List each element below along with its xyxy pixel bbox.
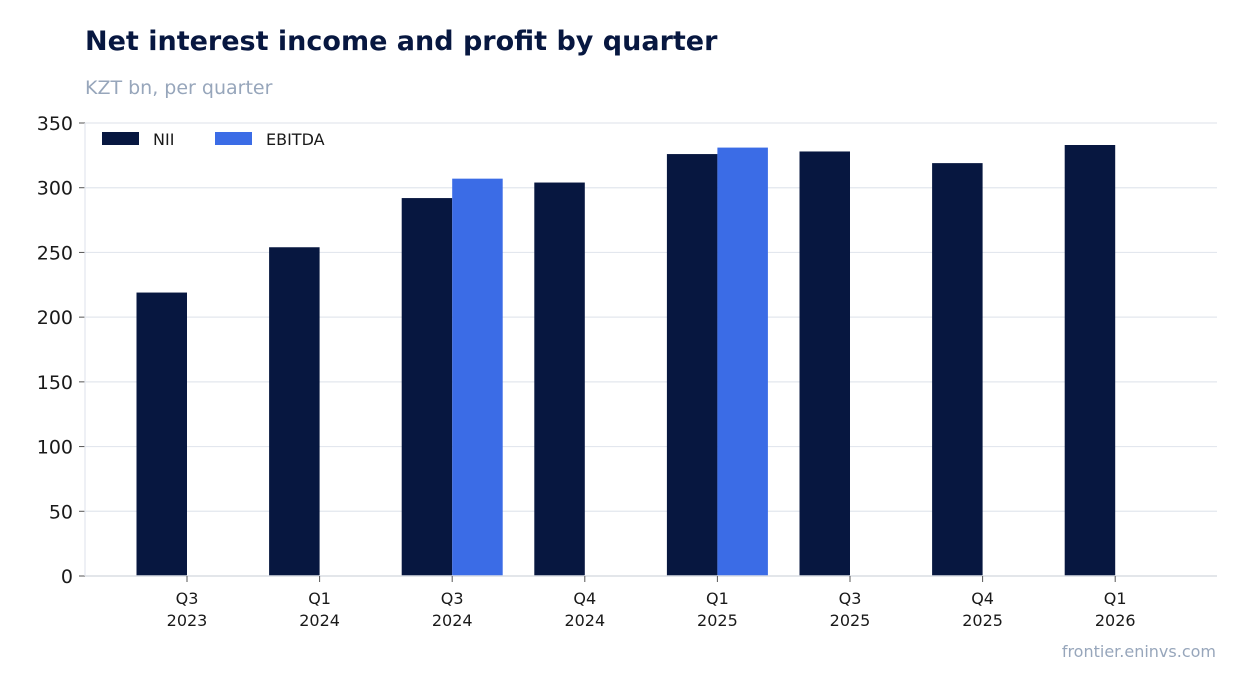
- y-tick-label: 200: [37, 307, 73, 329]
- x-tick-label-year: 2025: [697, 611, 738, 630]
- bar-nii-2: [401, 198, 453, 576]
- x-tick-label-quarter: Q1: [1104, 589, 1127, 608]
- chart-subtitle: KZT bn, per quarter: [85, 77, 273, 99]
- bar-ebitda-4: [717, 147, 768, 576]
- x-tick-label-year: 2024: [432, 611, 473, 630]
- bar-ebitda-2: [452, 178, 503, 576]
- legend-label-nii: NII: [153, 130, 174, 149]
- grid-lines: [85, 122, 1217, 577]
- x-tick-label-year: 2024: [564, 611, 605, 630]
- bars: [136, 145, 1116, 576]
- bar-nii-0: [136, 292, 187, 576]
- axes: 0 50 100 150 200 250 300 350 Q3 2023 Q1 2024 Q3 2024 Q…: [37, 113, 1217, 630]
- chart-title: Net interest income and profit by quarte…: [85, 26, 718, 57]
- x-tick-label-quarter: Q3: [441, 589, 464, 608]
- bar-nii-6: [932, 163, 983, 576]
- x-tick-label-quarter: Q1: [706, 589, 729, 608]
- bar-nii-3: [534, 182, 585, 576]
- bar-nii-5: [799, 151, 850, 576]
- x-tick-label-year: 2025: [830, 611, 871, 630]
- x-tick-label-year: 2023: [167, 611, 208, 630]
- legend-label-ebitda: EBITDA: [266, 130, 325, 149]
- legend-swatch-nii: [102, 132, 139, 145]
- y-tick-label: 250: [37, 242, 73, 264]
- x-tick-label-year: 2024: [299, 611, 340, 630]
- bar-nii-4: [666, 154, 718, 576]
- x-tick-label-year: 2025: [962, 611, 1003, 630]
- y-tick-label: 350: [37, 113, 73, 135]
- x-tick-label-quarter: Q3: [176, 589, 199, 608]
- x-tick-label-quarter: Q3: [839, 589, 862, 608]
- legend-swatch-ebitda: [215, 132, 252, 145]
- bar-nii-7: [1064, 145, 1116, 576]
- x-tick-label-year: 2026: [1095, 611, 1136, 630]
- legend: NII EBITDA: [102, 130, 325, 149]
- x-tick-label-quarter: Q1: [308, 589, 331, 608]
- bar-nii-1: [269, 247, 320, 576]
- source-label: frontier.eninvs.com: [1061, 642, 1216, 661]
- y-tick-label: 50: [49, 501, 73, 523]
- x-tick-label-quarter: Q4: [573, 589, 596, 608]
- y-tick-label: 300: [37, 178, 73, 200]
- y-tick-label: 150: [37, 372, 73, 394]
- y-tick-label: 0: [61, 566, 73, 588]
- y-tick-label: 100: [37, 437, 73, 459]
- x-tick-label-quarter: Q4: [971, 589, 994, 608]
